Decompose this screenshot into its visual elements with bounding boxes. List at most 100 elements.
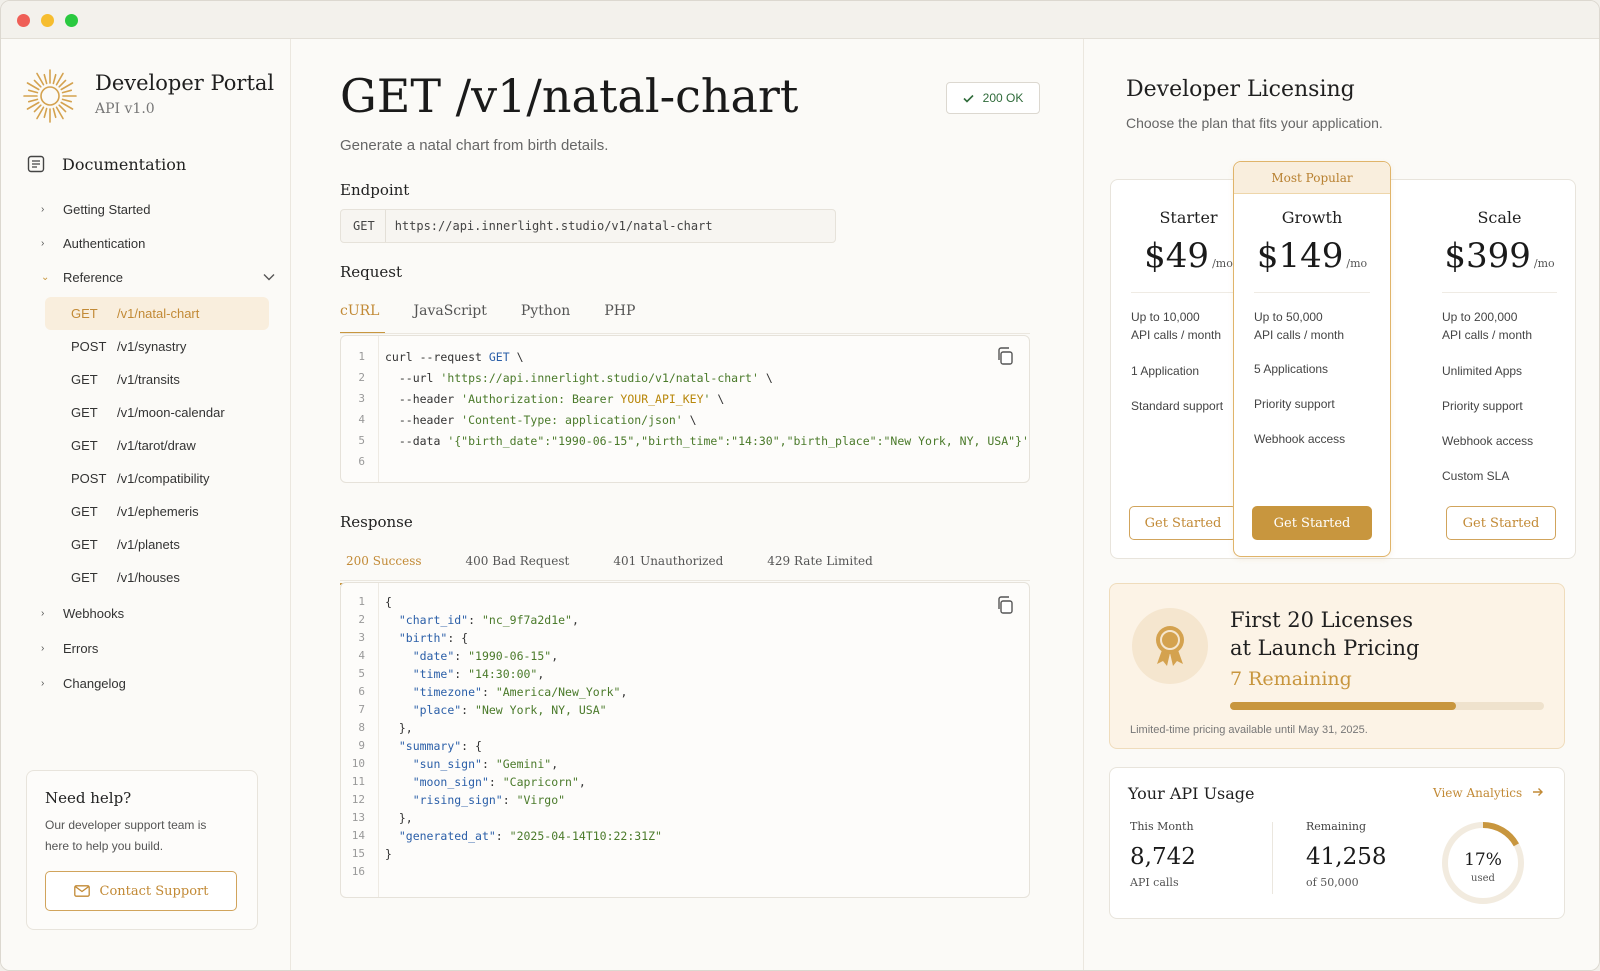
sidebar-item-moon-calendar[interactable]: GET/v1/moon-calendar: [45, 396, 269, 429]
api-version: API v1.0: [95, 101, 155, 117]
plan-feature: 1 Application: [1131, 364, 1200, 378]
code-text: --header 'Authorization: Bearer YOUR_API…: [385, 392, 725, 406]
line-number: 10: [351, 757, 365, 770]
sidebar-item-transits[interactable]: GET/v1/transits: [45, 363, 269, 396]
line-number: 4: [358, 413, 365, 426]
line-number: 2: [358, 371, 365, 384]
contact-support-button[interactable]: Contact Support: [45, 871, 237, 911]
chevron-down-icon[interactable]: [263, 273, 275, 281]
main-content: GET /v1/natal-chart 200 OK Generate a na…: [292, 39, 1082, 970]
this-month-label: This Month: [1130, 820, 1194, 833]
tab-python[interactable]: Python: [520, 303, 571, 319]
minimize-window-button[interactable]: [41, 14, 54, 27]
most-popular-ribbon: Most Popular: [1234, 162, 1390, 194]
calls-unit: API calls / month: [1254, 328, 1345, 342]
view-analytics-link[interactable]: View Analytics: [1433, 786, 1544, 800]
nav-changelog[interactable]: › Changelog: [41, 670, 281, 696]
tab-php[interactable]: PHP: [604, 303, 636, 319]
launch-title: First 20 Licenses at Launch Pricing: [1230, 606, 1419, 662]
plan-calls: Up to 10,000 API calls / month: [1131, 308, 1221, 344]
sidebar-item-natal-chart[interactable]: GET/v1/natal-chart: [45, 297, 269, 330]
line-number: 4: [358, 649, 365, 662]
mail-icon: [73, 885, 90, 897]
line-number: 12: [351, 793, 365, 806]
nav-getting-started[interactable]: › Getting Started: [41, 196, 281, 222]
code-text: "timezone": "America/New_York",: [412, 685, 628, 699]
sidebar-item-synastry[interactable]: POST/v1/synastry: [45, 330, 269, 363]
this-month-unit: API calls: [1130, 876, 1179, 889]
tab-curl[interactable]: cURL: [340, 303, 387, 334]
path-label: /v1/compatibility: [117, 471, 210, 486]
sidebar-item-ephemeris[interactable]: GET/v1/ephemeris: [45, 495, 269, 528]
method-label: POST: [71, 471, 107, 486]
nav-errors[interactable]: › Errors: [41, 635, 281, 661]
copy-icon[interactable]: [995, 595, 1015, 615]
progress-fill: [1230, 702, 1457, 710]
code-text: --url 'https://api.innerlight.studio/v1/…: [385, 371, 773, 385]
tab-401-unauthorized[interactable]: 401 Unauthorized: [613, 554, 724, 568]
sidebar-item-planets[interactable]: GET/v1/planets: [45, 528, 269, 561]
sidebar-item-houses[interactable]: GET/v1/houses: [45, 561, 269, 594]
chevron-right-icon: ›: [41, 237, 45, 249]
usage-percent: 17%: [1464, 850, 1502, 870]
growth-get-started-button[interactable]: Get Started: [1252, 506, 1372, 540]
starter-get-started-button[interactable]: Get Started: [1129, 506, 1237, 540]
path-label: /v1/natal-chart: [117, 306, 200, 321]
code-text: "sun_sign": "Gemini",: [412, 757, 559, 771]
method-label: GET: [71, 405, 98, 420]
endpoint-url-box[interactable]: GET https://api.innerlight.studio/v1/nat…: [340, 209, 836, 243]
line-number: 6: [358, 685, 365, 698]
method-label: GET: [71, 438, 98, 453]
chevron-open-icon: ⌄: [41, 271, 50, 283]
contact-support-label: Contact Support: [99, 883, 209, 899]
request-language-tabs: cURL JavaScript Python PHP: [340, 303, 669, 334]
code-text: "rising_sign": "Virgo": [412, 793, 566, 807]
path-label: /v1/tarot/draw: [117, 438, 196, 453]
code-text: }: [385, 847, 392, 861]
usage-ring-arc: [1442, 822, 1524, 904]
documentation-label: Documentation: [62, 154, 187, 174]
award-medal-icon: [1132, 608, 1208, 684]
nav-webhooks[interactable]: › Webhooks: [41, 600, 281, 626]
documentation-header[interactable]: Documentation: [27, 151, 186, 177]
launch-title-line2: at Launch Pricing: [1230, 636, 1420, 660]
document-icon: [27, 155, 45, 173]
chevron-right-icon: ›: [41, 203, 45, 215]
copy-icon[interactable]: [995, 346, 1015, 366]
line-gutter: [341, 583, 379, 897]
tab-divider: [340, 580, 1030, 581]
nav-reference[interactable]: ⌄ Reference: [41, 264, 281, 290]
help-card: Need help? Our developer support team is…: [26, 770, 258, 930]
scale-get-started-button[interactable]: Get Started: [1446, 506, 1556, 540]
stat-divider: [1272, 822, 1273, 894]
method-label: POST: [71, 339, 107, 354]
line-gutter: [341, 336, 379, 482]
chevron-right-icon: ›: [41, 642, 45, 654]
path-label: /v1/houses: [117, 570, 180, 585]
tab-429-rate-limited[interactable]: 429 Rate Limited: [767, 554, 873, 568]
price-amount: $149: [1256, 236, 1344, 276]
sidebar-item-compatibility[interactable]: POST/v1/compatibility: [45, 462, 269, 495]
line-number: 14: [351, 829, 365, 842]
plan-feature: Priority support: [1254, 397, 1335, 411]
close-window-button[interactable]: [17, 14, 30, 27]
tab-400-bad-request[interactable]: 400 Bad Request: [465, 554, 570, 568]
calls-limit: Up to 200,000: [1442, 310, 1518, 324]
path-label: /v1/synastry: [117, 339, 187, 354]
usage-ring: 17% used: [1442, 822, 1524, 904]
line-number: 9: [358, 739, 365, 752]
line-number: 6: [358, 455, 365, 468]
plan-price: $149/mo: [1234, 236, 1390, 276]
tab-javascript[interactable]: JavaScript: [413, 303, 487, 319]
price-amount: $49: [1144, 236, 1210, 276]
zoom-window-button[interactable]: [65, 14, 78, 27]
nav-authentication[interactable]: › Authentication: [41, 230, 281, 256]
chevron-right-icon: ›: [41, 677, 45, 689]
arrow-right-icon: [1533, 788, 1543, 796]
code-text: },: [385, 721, 413, 735]
sidebar-item-tarot-draw[interactable]: GET/v1/tarot/draw: [45, 429, 269, 462]
price-period: /mo: [1212, 257, 1233, 270]
code-text: "date": "1990-06-15",: [412, 649, 559, 663]
usage-title: Your API Usage: [1128, 784, 1255, 803]
help-body: Our developer support team is here to he…: [45, 818, 207, 853]
